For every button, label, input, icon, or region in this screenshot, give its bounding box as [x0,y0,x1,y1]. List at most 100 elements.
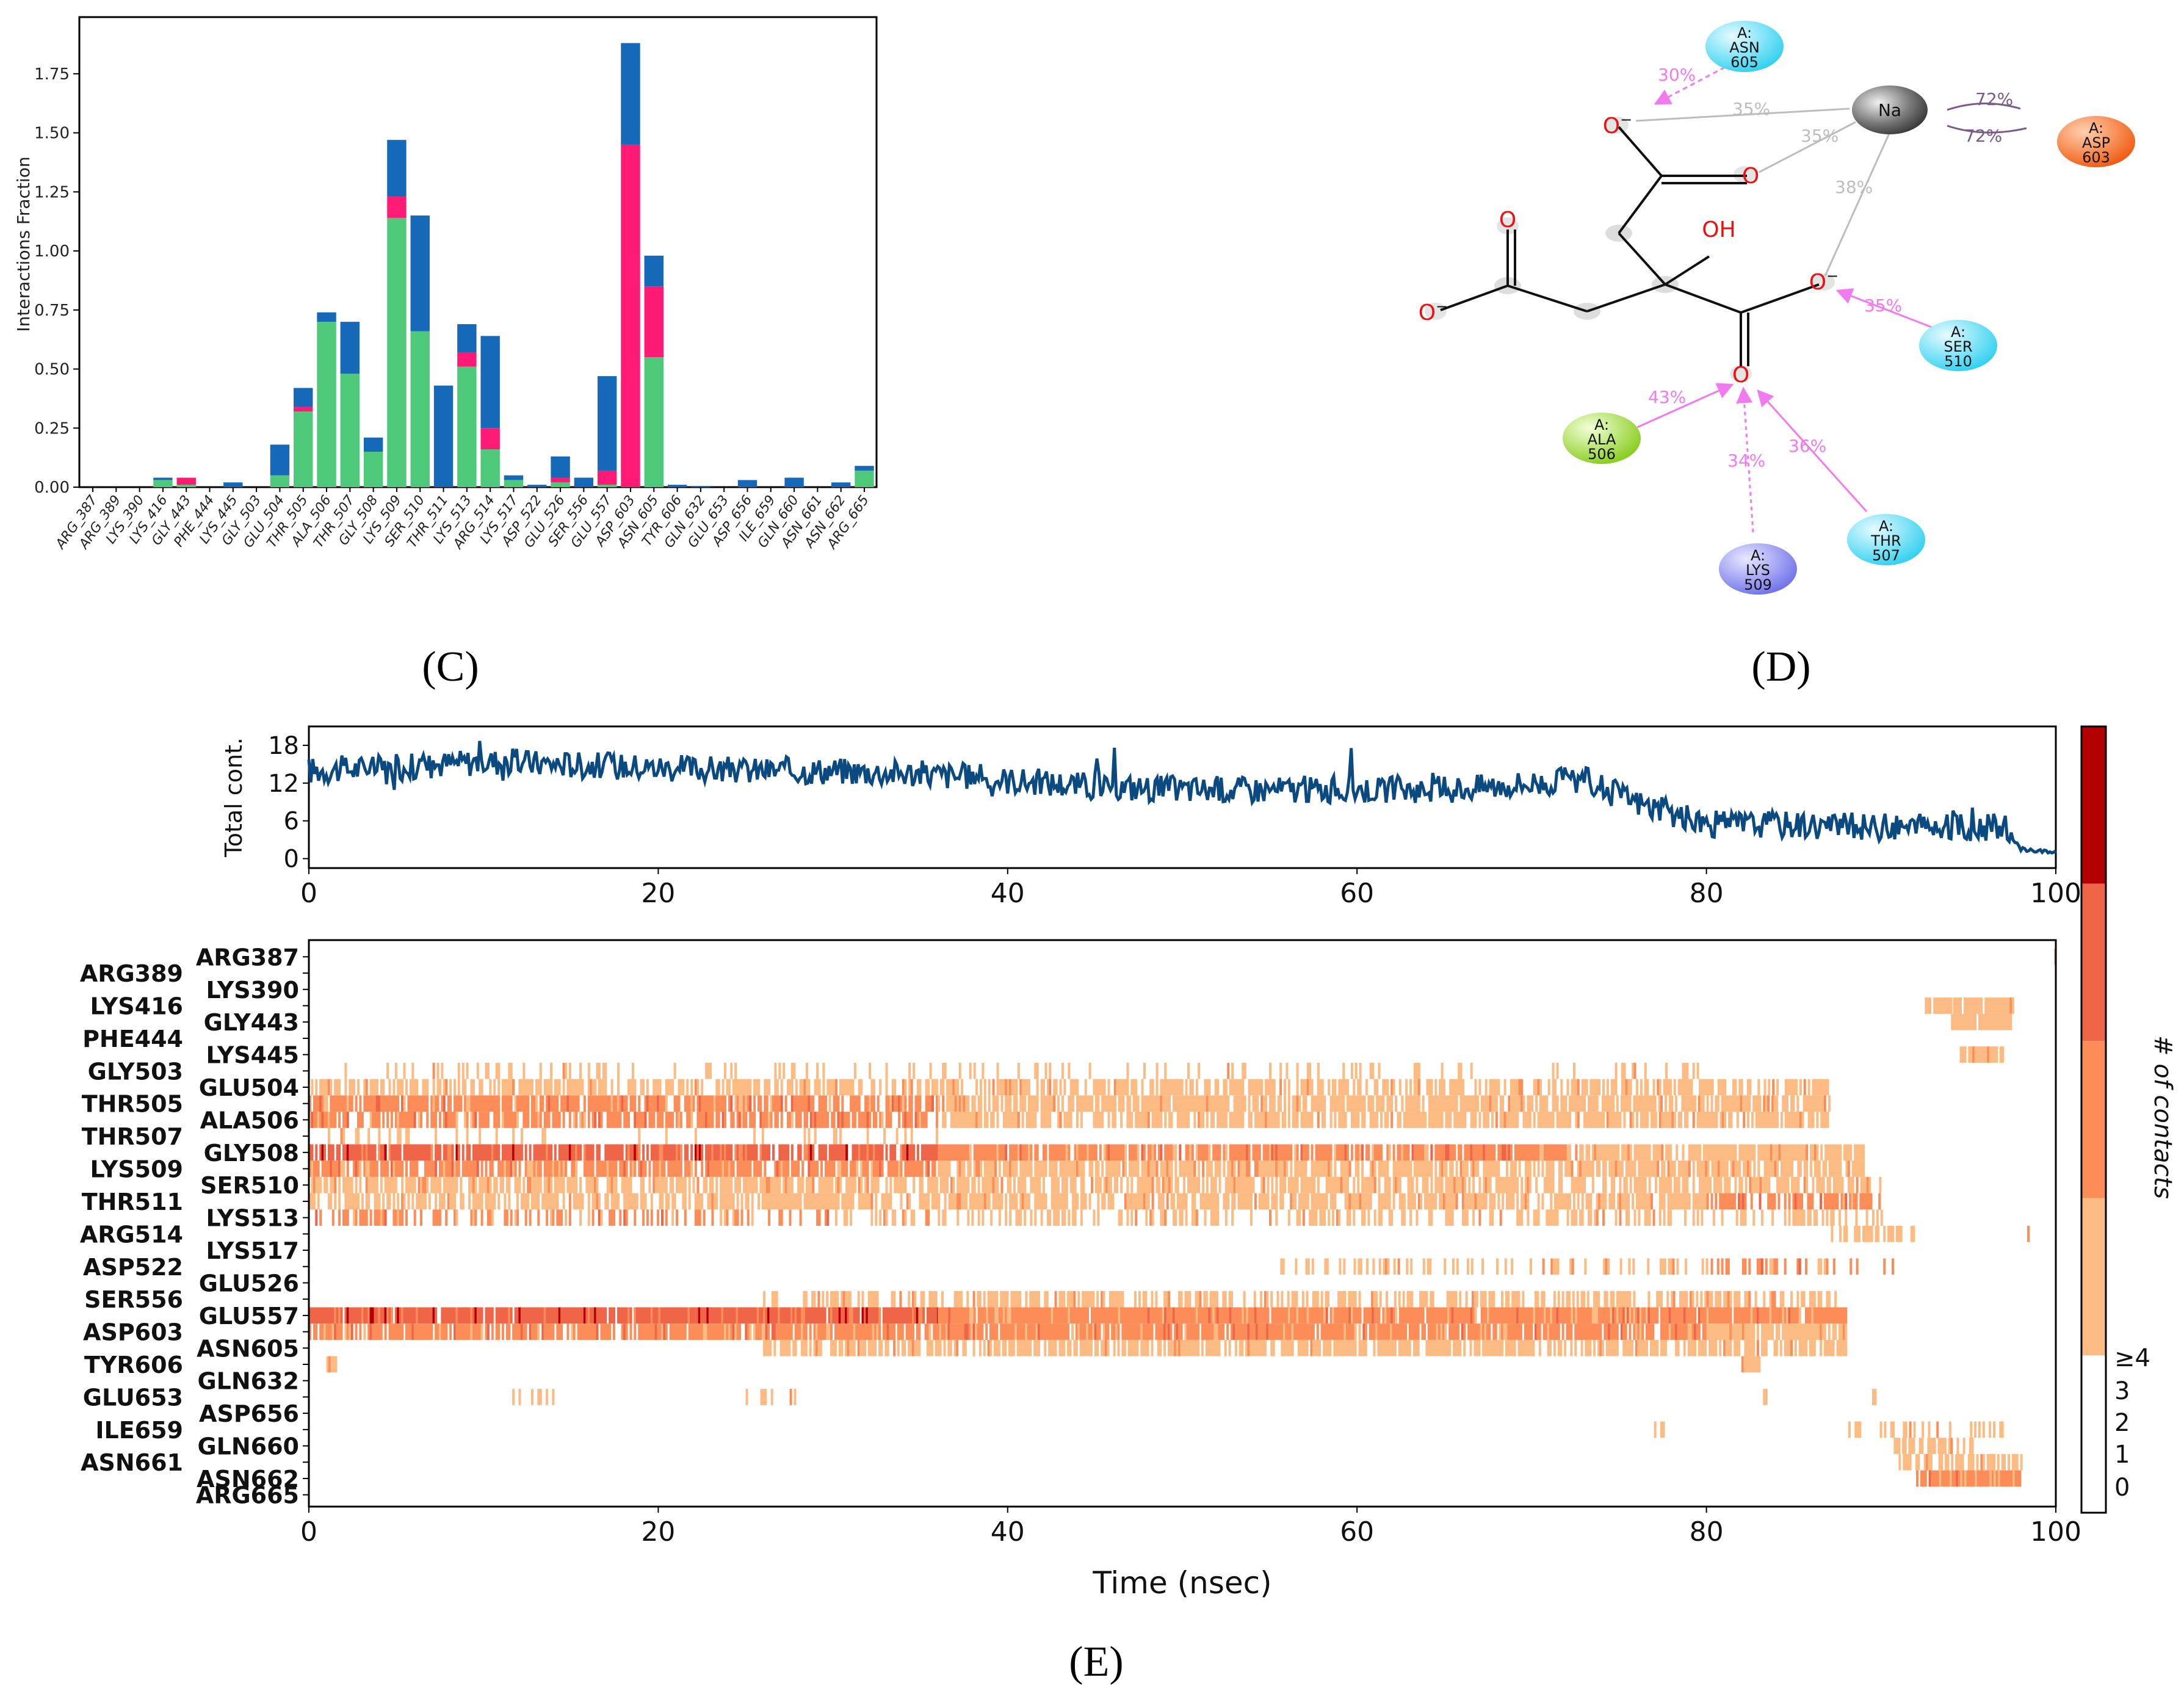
heatmap-cell [1516,1193,1519,1210]
heatmap-cell [977,1193,980,1210]
heatmap-cell [852,1193,855,1210]
heatmap-cell [910,1160,913,1177]
heatmap-cell [1527,1160,1530,1177]
heatmap-cell [1179,1160,1182,1177]
heatmap-cell [1487,1095,1490,1112]
heatmap-cell [1692,1209,1695,1226]
heatmap-cell [826,1176,830,1193]
heatmap-cell [1342,1079,1345,1096]
heatmap-cell [1713,1144,1716,1161]
heatmap-cell [443,1079,446,1096]
heatmap-cell [1065,1160,1068,1177]
heatmap-cell [604,1193,607,1210]
heatmap-cell [1332,1209,1334,1226]
heatmap-cell [1359,1095,1362,1112]
heatmap-cell [388,1193,391,1210]
heatmap-cell [1751,1176,1754,1193]
heatmap-cell [1369,1062,1372,1079]
heatmap-cell [1323,1160,1326,1177]
heatmap-cell [1811,1193,1814,1210]
heatmap-cell [1999,1013,2002,1030]
heatmap-cell [1267,1079,1270,1096]
heatmap-cell [1162,1095,1165,1112]
heatmap-cell [579,1062,582,1079]
heatmap-cell [1168,1176,1171,1193]
heatmap-cell [1669,1160,1672,1177]
heatmap-cell [939,1176,942,1193]
heatmap-cell [374,1112,377,1128]
heatmap-cell [740,1209,743,1226]
heatmap-cell [1847,1176,1850,1193]
heatmap-cell [847,1079,850,1096]
heatmap-cell [835,1128,837,1145]
heatmap-cell [1744,1193,1747,1210]
heatmap-cell [1784,1176,1787,1193]
heatmap-cell [1239,1079,1242,1096]
heatmap-cell [1941,997,1944,1014]
heatmap-cell [1784,1160,1787,1177]
heatmap-cell [671,1193,674,1210]
heatmap-cell [1141,1193,1144,1210]
heatmap-cell [1575,1079,1578,1096]
heatmap-cell [1816,1079,1819,1096]
heatmap-cell [390,1160,393,1177]
heatmap-cell [634,1112,637,1128]
heatmap-cell [1107,1160,1110,1177]
heatmap-cell [1497,1079,1500,1096]
heatmap-cell [801,1160,805,1177]
heatmap-cell [1254,1144,1257,1161]
heatmap-cell [1830,1209,1833,1226]
heatmap-cell [1730,1112,1733,1128]
heatmap-cell [1422,1144,1425,1161]
heatmap-cell [1116,1079,1119,1096]
heatmap-cell [724,1209,726,1226]
heatmap-cell [388,1144,391,1161]
ion-arc-upper [1947,103,2021,111]
bar-segment [387,217,407,487]
heatmap-cell [1164,1062,1167,1079]
heatmap-cell [1491,1209,1494,1226]
heatmap-cell [728,1176,731,1193]
heatmap-cell [1379,1291,1382,1308]
heatmap-cell [1847,1160,1850,1177]
heatmap-cell [711,1144,714,1161]
heatmap-cell [1854,1226,1857,1242]
heatmap-cell [1497,1193,1500,1210]
heatmap-cell [1334,1112,1337,1128]
bar-segment [270,475,290,487]
heatmap-cell [770,1112,773,1128]
heatmap-cell [1661,1112,1664,1128]
heatmap-cell [1581,1160,1584,1177]
heatmap-cell [1195,1079,1198,1096]
heatmap-cell [1132,1193,1135,1210]
heatmap-cell [1231,1209,1234,1226]
heatmap-cell [1792,1209,1795,1226]
heatmap-cell [1636,1079,1638,1096]
heatmap-cell [476,1095,479,1112]
heatmap-cell [990,1112,993,1128]
heatmap-cell [1323,1112,1326,1128]
heatmap-cell [1074,1193,1077,1210]
heatmap-cell [1265,1112,1268,1128]
heatmap-cell [793,1062,796,1079]
heatmap-cell [1837,1160,1840,1177]
heatmap-cell [1784,1095,1787,1112]
heatmap-cell [1024,1209,1027,1226]
heatmap-cell [1709,1291,1711,1308]
heatmap-cell [1589,1079,1593,1096]
heatmap-cell [1487,1144,1490,1161]
heatmap-cell [378,1144,381,1161]
heatmap-cell [327,1307,330,1324]
heatmap-cell [830,1291,833,1308]
heatmap-cell [1329,1144,1332,1161]
heatmap-cell [1986,1013,1989,1030]
heatmap-cell [837,1112,840,1128]
heatmap-cell [1778,1144,1781,1161]
heatmap-cell [1423,1291,1426,1308]
heatmap-cell [1604,1095,1607,1112]
pct-label: 43% [1648,387,1686,407]
heatmap-cell [780,1160,783,1177]
heatmap-cell [889,1160,892,1177]
heatmap-cell [1204,1193,1207,1210]
heatmap-cell [989,1291,992,1308]
